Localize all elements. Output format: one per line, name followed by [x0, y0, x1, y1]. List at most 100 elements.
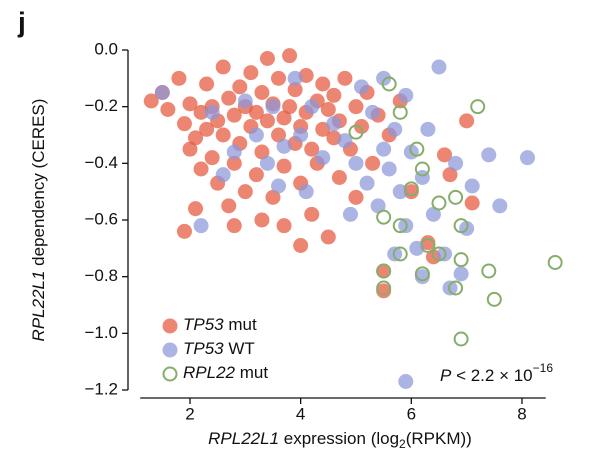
- point: [271, 127, 287, 143]
- point: [199, 76, 215, 92]
- point: [448, 189, 464, 205]
- point: [154, 85, 170, 100]
- series-0: [143, 48, 480, 299]
- legend-label: RPL22 mut: [183, 363, 268, 382]
- x-label-end: (RPKM)): [406, 429, 472, 448]
- point: [398, 87, 414, 103]
- point: [359, 175, 375, 191]
- point: [470, 99, 486, 115]
- annotation: P < 2.2 × 10−16: [440, 361, 553, 385]
- legend-label: TP53 WT: [183, 339, 255, 358]
- point: [425, 206, 441, 222]
- point: [293, 238, 309, 253]
- point: [282, 99, 298, 115]
- point: [304, 99, 320, 115]
- point: [431, 195, 447, 211]
- point: [226, 218, 242, 234]
- y-axis-label: RPL22L1 dependency (CERES): [29, 99, 48, 342]
- point: [248, 167, 264, 183]
- point: [392, 218, 408, 234]
- point: [409, 141, 425, 157]
- y-tick-label: 0.0: [94, 39, 118, 58]
- point: [403, 181, 419, 197]
- point: [248, 104, 264, 120]
- y-tick-label: −0.8: [84, 266, 118, 285]
- point: [193, 218, 209, 234]
- point: [481, 147, 497, 163]
- point: [354, 119, 370, 134]
- point: [259, 113, 275, 129]
- point: [265, 99, 281, 115]
- point: [204, 150, 220, 166]
- annotation-p: P: [440, 366, 452, 385]
- point: [376, 263, 392, 279]
- point: [453, 218, 469, 234]
- point: [188, 201, 204, 217]
- point: [193, 161, 209, 177]
- point: [304, 141, 320, 157]
- x-label-text: expression (log: [279, 429, 399, 448]
- point: [254, 212, 270, 228]
- point: [271, 178, 287, 194]
- point: [182, 96, 198, 112]
- point: [226, 107, 242, 123]
- point: [143, 93, 159, 109]
- point: [326, 116, 342, 132]
- point: [304, 206, 320, 222]
- point: [431, 59, 447, 75]
- point: [392, 246, 408, 262]
- point: [348, 99, 364, 115]
- point: [376, 283, 392, 299]
- point: [287, 82, 303, 98]
- point: [237, 184, 253, 200]
- point: [420, 238, 436, 253]
- point: [276, 138, 292, 154]
- x-label-sub: 2: [399, 437, 406, 451]
- point: [376, 280, 392, 296]
- legend-marker: [162, 366, 178, 382]
- point: [348, 155, 364, 171]
- point: [342, 206, 358, 222]
- point: [259, 51, 275, 66]
- point: [365, 104, 381, 120]
- point: [348, 124, 364, 140]
- legend-marker: [162, 318, 178, 334]
- x-label-gene: RPL22L1: [208, 429, 279, 448]
- point: [420, 235, 436, 251]
- point: [392, 104, 408, 120]
- point: [193, 104, 209, 120]
- point: [254, 85, 270, 100]
- point: [204, 104, 220, 120]
- y-tick-label: −0.2: [84, 96, 118, 115]
- point: [331, 170, 347, 185]
- point: [243, 65, 259, 81]
- x-tick-label: 2: [185, 404, 194, 423]
- point: [276, 218, 292, 234]
- annotation-text: < 2.2 × 10: [451, 366, 532, 385]
- point: [348, 189, 364, 205]
- point: [464, 195, 480, 211]
- point: [176, 223, 192, 239]
- y-label-gene: RPL22L1: [29, 271, 48, 342]
- point: [226, 155, 242, 171]
- point: [464, 178, 480, 194]
- point: [387, 121, 403, 137]
- point: [226, 144, 242, 160]
- point: [398, 374, 414, 389]
- point: [381, 161, 397, 177]
- point: [287, 70, 303, 86]
- point: [320, 102, 336, 117]
- point: [381, 76, 397, 92]
- x-tick-label: 6: [407, 404, 416, 423]
- point: [315, 150, 331, 166]
- point: [171, 70, 187, 86]
- point: [276, 158, 292, 174]
- point: [448, 280, 464, 296]
- point: [215, 127, 231, 143]
- point: [453, 252, 469, 268]
- x-axis-label: RPL22L1 expression (log2(RPKM)): [208, 429, 472, 451]
- point: [221, 198, 237, 214]
- point: [547, 255, 563, 270]
- point: [414, 269, 430, 285]
